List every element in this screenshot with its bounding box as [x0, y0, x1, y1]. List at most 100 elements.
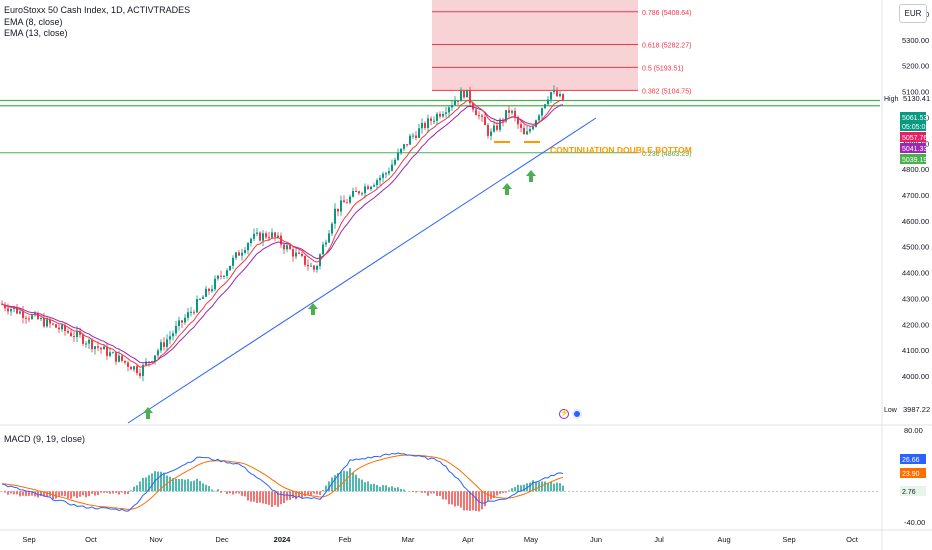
candle-body: [277, 235, 279, 238]
macd-histogram-bar: [523, 484, 525, 492]
candle-body: [4, 304, 6, 309]
macd-histogram-bar: [430, 491, 432, 494]
macd-histogram-bar: [109, 491, 111, 494]
candle-body: [19, 311, 21, 314]
x-tick-label: Jun: [590, 535, 602, 544]
macd-histogram-bar: [475, 491, 477, 511]
macd-histogram-bar: [541, 481, 543, 492]
candle-body: [541, 108, 543, 116]
macd-tag: [900, 468, 926, 478]
macd-histogram-bar: [151, 473, 153, 492]
macd-histogram-bar: [451, 491, 453, 505]
candle-body: [16, 307, 18, 314]
x-tick-label: Feb: [339, 535, 352, 544]
candle-body: [193, 311, 195, 313]
macd-histogram-bar: [256, 491, 258, 503]
ema8-legend[interactable]: EMA (8, close): [4, 16, 63, 27]
currency-button[interactable]: EUR: [899, 4, 927, 23]
macd-histogram-bar: [139, 481, 141, 492]
y-tick-label: 4600.00: [902, 217, 929, 226]
price-tag-label: 5061.53: [902, 115, 927, 122]
macd-histogram-bar: [217, 489, 219, 492]
candle-body: [229, 265, 231, 271]
macd-histogram-bar: [157, 471, 159, 492]
macd-histogram-bar: [241, 491, 243, 496]
candle-body: [331, 223, 333, 234]
candle-body: [463, 91, 465, 98]
candle-body: [115, 352, 117, 362]
candle-body: [133, 366, 135, 370]
macd-histogram-bar: [40, 491, 42, 497]
macd-histogram-bar: [502, 491, 504, 494]
candle-body: [85, 343, 87, 345]
candle-body: [112, 352, 114, 354]
macd-histogram-bar: [295, 491, 297, 500]
candle-body: [496, 125, 498, 130]
macd-histogram-bar: [148, 475, 150, 492]
candle-body: [439, 113, 441, 117]
candle-body: [208, 288, 210, 292]
macd-histogram-bar: [226, 491, 228, 495]
macd-histogram-bar: [382, 485, 384, 492]
candle-body: [157, 350, 159, 356]
candle-body: [430, 118, 432, 121]
y-tick-label: 5100.00: [902, 88, 929, 97]
lightning-icon[interactable]: ⚡: [559, 409, 569, 419]
candle-body: [25, 317, 27, 319]
macd-histogram-bar: [421, 491, 423, 493]
candle-body: [283, 244, 285, 250]
ema13-legend[interactable]: EMA (13, close): [4, 28, 68, 38]
macd-y-tick: 80.00: [904, 426, 923, 435]
macd-histogram-bar: [160, 471, 162, 492]
candle-body: [175, 325, 177, 334]
macd-histogram-bar: [358, 478, 360, 492]
candle-body: [94, 346, 96, 350]
candle-body: [481, 115, 483, 117]
candle-body: [355, 190, 357, 192]
price-tag-label: 5041.33: [902, 146, 927, 153]
macd-histogram-bar: [457, 491, 459, 506]
candle-body: [436, 113, 438, 121]
up-arrow-icon: [502, 183, 512, 195]
macd-histogram-bar: [448, 491, 450, 505]
macd-histogram-bar: [562, 485, 564, 492]
candle-body: [1, 303, 3, 305]
macd-histogram-bar: [466, 491, 468, 511]
candle-body: [61, 324, 63, 330]
earnings-icon[interactable]: [572, 409, 582, 419]
macd-tag-label: 23.90: [902, 471, 920, 478]
candle-body: [55, 324, 57, 328]
candle-body: [451, 105, 453, 108]
candle-body: [511, 110, 513, 113]
symbol-title[interactable]: EuroStoxx 50 Cash Index, 1D, ACTIVTRADES: [4, 5, 191, 15]
candle-body: [526, 131, 528, 135]
macd-histogram-bar: [118, 491, 120, 495]
macd-histogram-bar: [415, 491, 417, 493]
macd-legend[interactable]: MACD (9, 19, close): [4, 434, 86, 444]
candle-body: [550, 92, 552, 100]
macd-histogram-bar: [124, 491, 126, 495]
event-icons[interactable]: ⚡: [559, 409, 582, 419]
candle-body: [178, 320, 180, 326]
macd-histogram-bar: [175, 478, 177, 492]
pattern-annotation: CONTINUATION DOUBLE BOTTOM: [550, 145, 692, 155]
candle-body: [244, 250, 246, 253]
x-tick-label: Dec: [215, 535, 229, 544]
candle-body: [358, 191, 360, 194]
candle-body: [109, 352, 111, 356]
macd-histogram-bar: [529, 482, 531, 492]
candle-body: [295, 252, 297, 257]
macd-tag: [900, 454, 926, 464]
macd-histogram-bar: [556, 482, 558, 492]
candle-body: [316, 266, 318, 270]
x-tick-label: 2024: [274, 535, 292, 544]
macd-histogram-bar: [379, 486, 381, 492]
candle-body: [307, 264, 309, 267]
candle-body: [373, 185, 375, 187]
candle-body: [214, 278, 216, 290]
x-tick-label: Aug: [717, 535, 730, 544]
y-tick-label: 4800.00: [902, 165, 929, 174]
candle-body: [427, 118, 429, 128]
macd-histogram-bar: [355, 474, 357, 492]
